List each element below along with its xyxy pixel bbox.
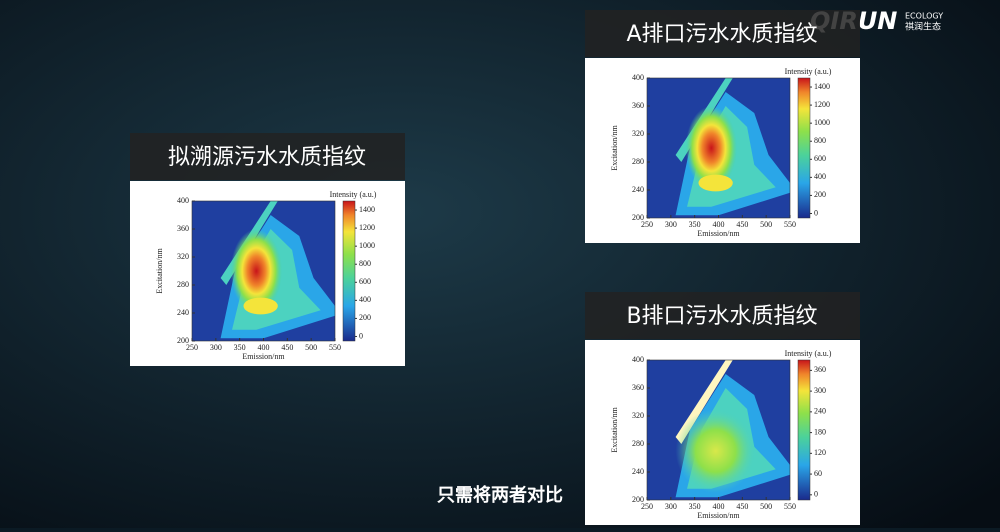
colorbar-tick-label: 60: [814, 469, 822, 478]
x-tick-label: 550: [784, 502, 796, 511]
x-tick-label: 550: [784, 220, 796, 229]
colorbar-label: Intensity (a.u.): [330, 190, 377, 199]
y-tick-label: 200: [632, 213, 644, 222]
y-tick-label: 240: [177, 308, 189, 317]
title-box: [130, 133, 405, 180]
x-axis-label: Emission/nm: [697, 511, 740, 520]
y-tick-label: 240: [632, 467, 644, 476]
x-tick-label: 500: [305, 343, 317, 352]
colorbar-tick-label: 1000: [359, 241, 375, 250]
y-tick-label: 400: [632, 73, 644, 82]
title-box: [585, 292, 860, 339]
heatmap: [647, 78, 790, 218]
panel-title: B排口污水水质指纹: [626, 304, 817, 329]
colorbar: [797, 77, 811, 219]
peak: [243, 297, 278, 315]
y-tick-label: 400: [632, 355, 644, 364]
colorbar-tick-label: 120: [814, 448, 826, 457]
y-tick-label: 360: [632, 383, 644, 392]
x-axis-label: Emission/nm: [242, 352, 285, 361]
x-tick-label: 350: [689, 220, 701, 229]
colorbar-tick-label: 600: [814, 154, 826, 163]
y-axis-label: Excitation/nm: [610, 125, 619, 171]
y-tick-label: 320: [632, 411, 644, 420]
x-tick-label: 450: [281, 343, 293, 352]
colorbar-tick-label: 200: [359, 313, 371, 322]
y-tick-label: 280: [632, 157, 644, 166]
x-tick-label: 250: [186, 343, 198, 352]
colorbar-tick-label: 1200: [359, 223, 375, 232]
logo-tag: 祺润生态: [905, 21, 941, 33]
y-tick-label: 200: [632, 495, 644, 504]
colorbar-tick-label: 0: [359, 331, 363, 340]
heatmap: [647, 360, 790, 500]
peak: [698, 174, 733, 192]
x-tick-label: 300: [665, 502, 677, 511]
y-axis-label: Excitation/nm: [610, 407, 619, 453]
colorbar-label: Intensity (a.u.): [785, 67, 832, 76]
colorbar-tick-label: 600: [359, 277, 371, 286]
panel-title: A排口污水水质指纹: [626, 22, 817, 47]
y-tick-label: 360: [177, 224, 189, 233]
y-tick-label: 360: [632, 101, 644, 110]
x-tick-label: 250: [641, 220, 653, 229]
colorbar-tick-label: 240: [814, 407, 826, 416]
x-tick-label: 400: [713, 502, 725, 511]
colorbar-tick-label: 400: [814, 172, 826, 181]
colorbar-tick-label: 1200: [814, 100, 830, 109]
colorbar-tick-label: 800: [814, 136, 826, 145]
colorbar-tick-label: 180: [814, 427, 826, 436]
x-tick-label: 300: [210, 343, 222, 352]
colorbar-tick-label: 1400: [814, 82, 830, 91]
x-tick-label: 400: [713, 220, 725, 229]
x-axis-label: Emission/nm: [697, 229, 740, 238]
x-tick-label: 500: [760, 502, 772, 511]
x-tick-label: 550: [329, 343, 341, 352]
y-tick-label: 240: [632, 185, 644, 194]
y-tick-label: 200: [177, 336, 189, 345]
colorbar-tick-label: 1400: [359, 205, 375, 214]
x-tick-label: 500: [760, 220, 772, 229]
colorbar-tick-label: 0: [814, 208, 818, 217]
colorbar-label: Intensity (a.u.): [785, 349, 832, 358]
x-tick-label: 400: [258, 343, 270, 352]
x-tick-label: 350: [689, 502, 701, 511]
peak: [230, 229, 283, 313]
title-box: [585, 10, 860, 57]
panel-title: 拟溯源污水水质指纹: [168, 145, 366, 170]
colorbar-tick-label: 800: [359, 259, 371, 268]
y-tick-label: 320: [632, 129, 644, 138]
x-tick-label: 300: [665, 220, 677, 229]
subtitle: 只需将两者对比: [437, 484, 563, 506]
peak: [675, 409, 756, 493]
colorbar-tick-label: 0: [814, 490, 818, 499]
y-axis-label: Excitation/nm: [155, 248, 164, 294]
colorbar-tick-label: 360: [814, 365, 826, 374]
y-tick-label: 280: [177, 280, 189, 289]
y-tick-label: 320: [177, 252, 189, 261]
colorbar-tick-label: 1000: [814, 118, 830, 127]
colorbar-tick-label: 300: [814, 386, 826, 395]
peak: [685, 106, 738, 190]
y-tick-label: 400: [177, 196, 189, 205]
colorbar-tick-label: 400: [359, 295, 371, 304]
y-tick-label: 280: [632, 439, 644, 448]
colorbar-tick-label: 200: [814, 190, 826, 199]
colorbar: [342, 200, 356, 342]
x-tick-label: 450: [736, 220, 748, 229]
colorbar: [797, 359, 811, 501]
x-tick-label: 350: [234, 343, 246, 352]
heatmap: [192, 201, 335, 341]
x-tick-label: 250: [641, 502, 653, 511]
x-tick-label: 450: [736, 502, 748, 511]
logo-tag: ECOLOGY: [905, 12, 943, 21]
